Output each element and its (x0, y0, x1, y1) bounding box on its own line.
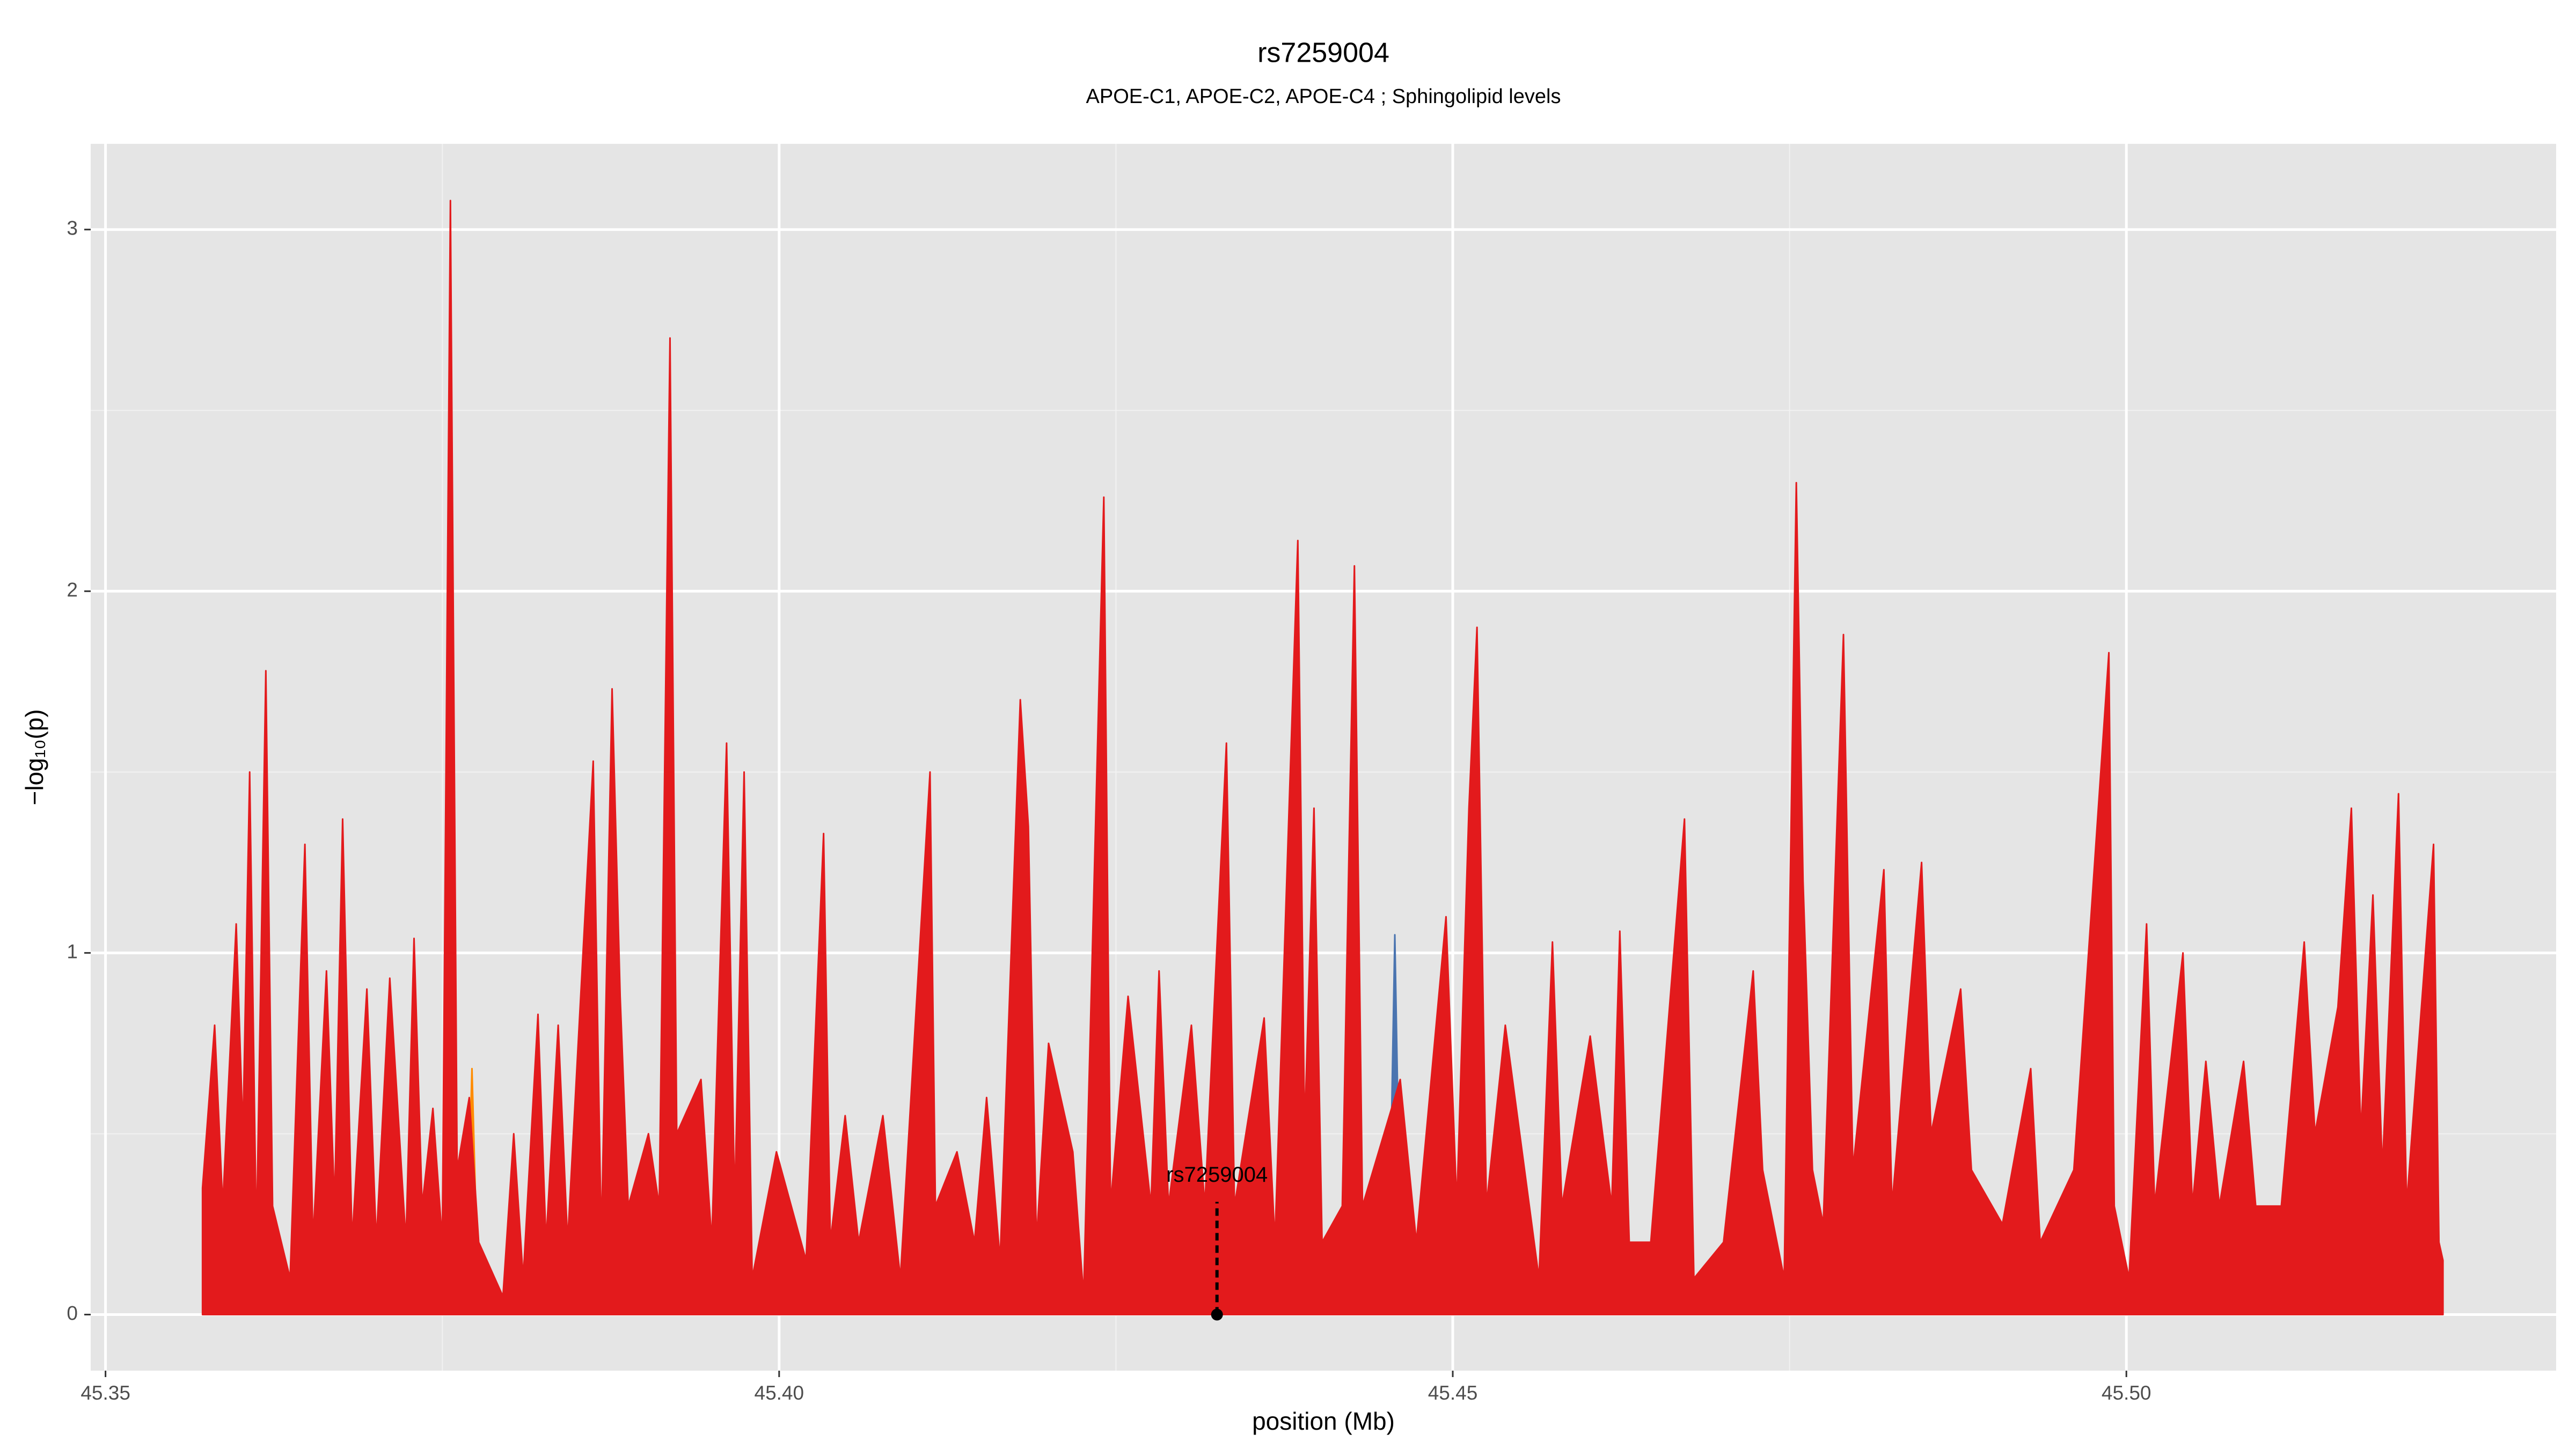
y-axis-label: −log₁₀(p) (20, 709, 48, 805)
area (201, 200, 2444, 1316)
y-tick-label: 1 (67, 940, 78, 962)
x-tick-label: 45.45 (1428, 1382, 1478, 1404)
x-axis-label: position (Mb) (1252, 1407, 1395, 1435)
y-tick-label: 3 (67, 217, 78, 239)
x-tick-label: 45.50 (2102, 1382, 2151, 1404)
y-tick-label: 0 (67, 1302, 78, 1324)
chart-subtitle: APOE-C1, APOE-C2, APOE-C4 ; Sphingolipid… (1086, 85, 1561, 108)
annotation-point (1211, 1308, 1223, 1321)
y-tick-label: 2 (67, 579, 78, 601)
x-tick-label: 45.35 (80, 1382, 130, 1404)
annotation-label: rs7259004 (1166, 1163, 1268, 1187)
chart-title: rs7259004 (1257, 38, 1389, 69)
x-tick-label: 45.40 (755, 1382, 804, 1404)
